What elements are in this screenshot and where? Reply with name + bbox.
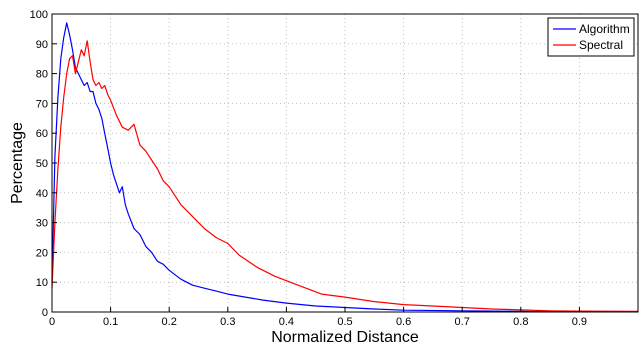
x-tick-label: 0.5 (337, 316, 352, 328)
data-series (51, 22, 639, 313)
x-axis-label: Normalized Distance (271, 329, 419, 346)
y-axis-label: Percentage (9, 122, 26, 204)
x-tick-label: 0 (49, 316, 55, 328)
x-tick-label: 0.9 (572, 316, 587, 328)
x-tick-label: 0.8 (513, 316, 528, 328)
y-tick-label: 10 (36, 277, 48, 289)
y-tick-label: 60 (36, 128, 48, 140)
y-tick-label: 40 (36, 188, 48, 200)
x-tick-label: 0.1 (103, 316, 118, 328)
grid-lines (52, 14, 638, 312)
y-tick-label: 20 (36, 247, 48, 259)
y-tick-label: 70 (36, 98, 48, 110)
x-tick-label: 0.2 (162, 316, 177, 328)
y-tick-label: 0 (42, 307, 48, 319)
x-axis-ticks: 0 0.1 0.2 0.3 0.4 0.5 0.6 0.7 0.8 0.9 (49, 307, 587, 328)
legend: Algorithm Spectral (547, 17, 635, 57)
y-tick-label: 90 (36, 39, 48, 51)
series-line-spectral (51, 40, 639, 312)
y-tick-label: 100 (30, 9, 48, 21)
legend-label-algorithm: Algorithm (579, 22, 630, 36)
x-tick-label: 0.6 (396, 316, 411, 328)
legend-label-spectral: Spectral (579, 38, 623, 52)
y-tick-label: 30 (36, 218, 48, 230)
y-tick-label: 80 (36, 69, 48, 81)
y-tick-label: 50 (36, 158, 48, 170)
series-line-algorithm (51, 22, 638, 313)
x-tick-label: 0.4 (279, 316, 294, 328)
y-axis-ticks: 0 10 20 30 40 50 60 70 80 90 100 (30, 9, 57, 319)
legend-box (547, 17, 635, 57)
x-tick-label: 0.7 (455, 316, 470, 328)
x-tick-label: 0.3 (220, 316, 235, 328)
